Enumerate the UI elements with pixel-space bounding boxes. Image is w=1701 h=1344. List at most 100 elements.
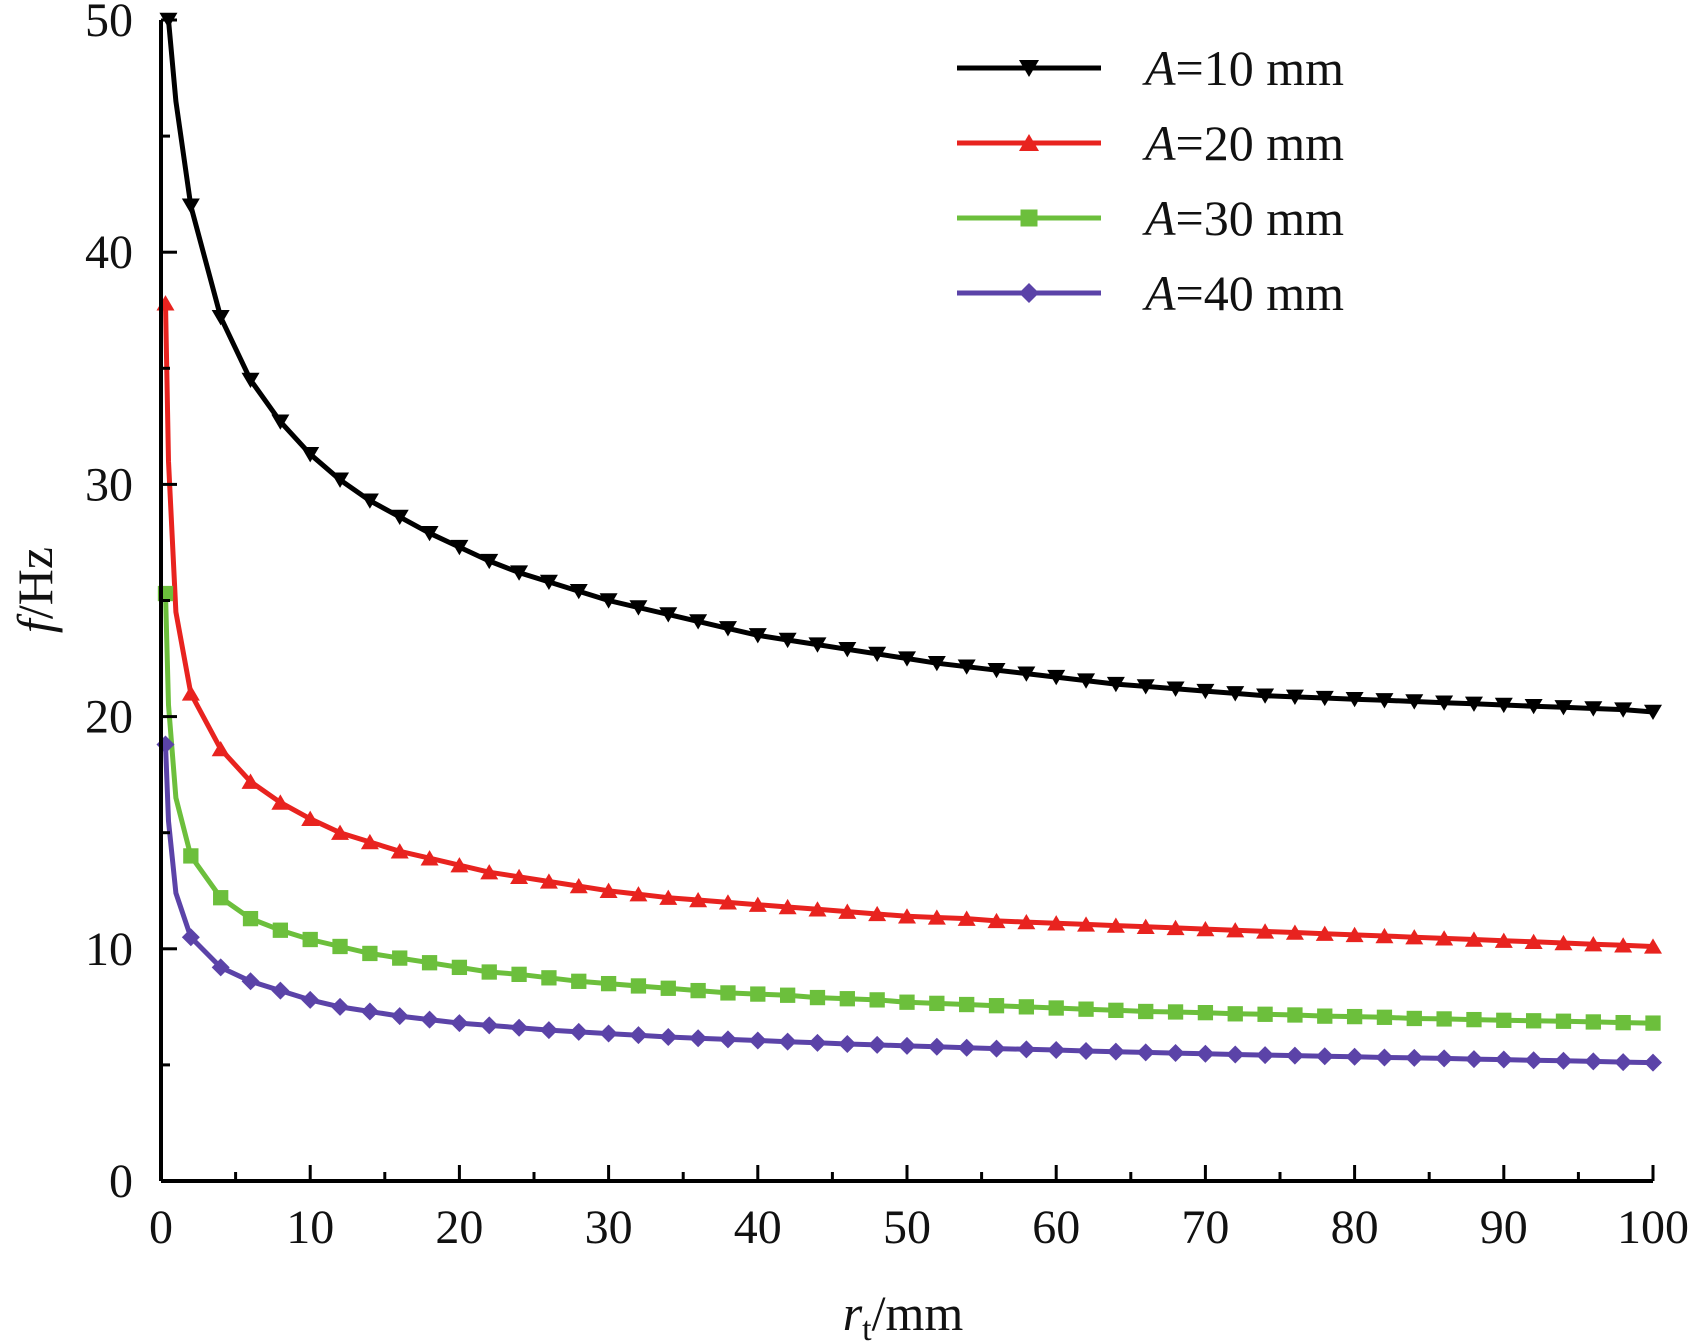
data-point	[241, 972, 260, 991]
data-point	[450, 1014, 469, 1033]
data-point	[1496, 1012, 1512, 1028]
data-point	[600, 975, 617, 992]
data-point	[1525, 1013, 1542, 1029]
data-point	[659, 607, 678, 623]
data-point	[571, 973, 587, 989]
x-tick-label: 100	[1617, 1201, 1689, 1254]
data-point	[1136, 679, 1155, 695]
data-point	[271, 981, 290, 1000]
data-point	[1345, 926, 1364, 943]
series-line	[163, 303, 1654, 949]
data-point	[301, 447, 320, 463]
data-point	[1256, 923, 1275, 939]
data-point	[301, 810, 320, 826]
y-tick-label: 20	[85, 691, 133, 744]
data-point	[898, 651, 916, 667]
data-point	[808, 637, 827, 653]
y-tick-label: 40	[85, 226, 133, 279]
x-tick-label: 50	[883, 1201, 931, 1254]
x-tick-label: 0	[149, 1201, 173, 1254]
data-point	[1405, 694, 1424, 710]
data-point	[748, 1031, 767, 1050]
data-point	[987, 912, 1006, 929]
data-point	[1018, 999, 1035, 1015]
data-point	[599, 593, 618, 609]
data-point	[181, 198, 200, 214]
data-point	[1376, 1009, 1393, 1025]
data-point	[689, 614, 708, 630]
data-point	[1644, 704, 1662, 721]
legend-item: A=30 mm	[957, 190, 1344, 246]
data-point	[718, 1030, 737, 1049]
data-point	[839, 991, 855, 1007]
data-point	[1226, 686, 1245, 702]
data-point	[1106, 676, 1125, 693]
data-point	[1077, 916, 1096, 932]
data-point	[480, 1016, 499, 1035]
series-2	[156, 295, 1662, 954]
data-point	[1136, 1043, 1155, 1062]
data-point	[869, 992, 885, 1008]
data-point	[838, 903, 857, 919]
data-point	[1345, 691, 1364, 708]
data-point	[1317, 1008, 1333, 1024]
data-point	[1494, 1050, 1513, 1069]
data-point	[750, 986, 766, 1002]
data-point	[1614, 1053, 1633, 1072]
data-point	[718, 894, 737, 910]
data-point	[957, 910, 976, 926]
data-point	[1166, 681, 1185, 697]
data-point	[331, 997, 350, 1016]
data-point	[1524, 933, 1543, 950]
data-point	[331, 472, 350, 488]
data-point	[1464, 696, 1483, 712]
data-point	[1256, 688, 1275, 704]
data-point	[1285, 689, 1304, 705]
data-point	[957, 1038, 976, 1057]
data-point	[1645, 1015, 1661, 1031]
data-point	[748, 896, 767, 912]
data-point	[1345, 1047, 1364, 1066]
tick-labels: 0 10 20 30 40 50 60 70 80 90 100 0 10 20 30 40 50	[85, 0, 1689, 1254]
data-point	[569, 1022, 588, 1041]
data-point	[539, 873, 558, 889]
data-point	[898, 908, 916, 924]
data-point	[929, 995, 945, 1012]
y-tick-label: 50	[85, 0, 133, 47]
data-point	[271, 414, 290, 430]
data-point	[241, 773, 260, 789]
data-point	[959, 996, 975, 1013]
data-point	[360, 1002, 379, 1021]
data-point	[689, 1029, 708, 1048]
data-point	[778, 632, 797, 649]
data-point	[838, 1035, 857, 1054]
data-point	[480, 553, 499, 570]
data-point	[718, 621, 737, 637]
data-point	[660, 980, 676, 996]
data-point	[1584, 701, 1603, 717]
x-tick-label: 70	[1181, 1201, 1229, 1254]
data-point	[987, 662, 1006, 679]
data-point	[183, 848, 199, 864]
data-point	[1494, 697, 1513, 714]
data-point	[213, 890, 229, 906]
data-point	[1227, 1006, 1243, 1022]
data-point	[1315, 690, 1334, 707]
legend-label: A=20 mm	[1142, 115, 1344, 171]
data-point	[1285, 1046, 1304, 1065]
data-point	[392, 950, 408, 966]
data-point	[1287, 1007, 1303, 1023]
data-point	[1555, 1013, 1572, 1029]
legend-item: A=40 mm	[957, 265, 1344, 321]
data-point	[659, 1028, 678, 1047]
data-point	[1196, 1044, 1215, 1063]
data-point	[1524, 1051, 1543, 1070]
data-point	[1078, 1001, 1094, 1017]
legend-label: A=10 mm	[1142, 40, 1344, 96]
data-point	[1614, 702, 1633, 718]
data-point	[779, 987, 796, 1003]
data-point	[1196, 920, 1215, 937]
data-point	[1315, 1047, 1334, 1066]
data-point	[630, 978, 647, 994]
data-point	[1614, 937, 1633, 953]
